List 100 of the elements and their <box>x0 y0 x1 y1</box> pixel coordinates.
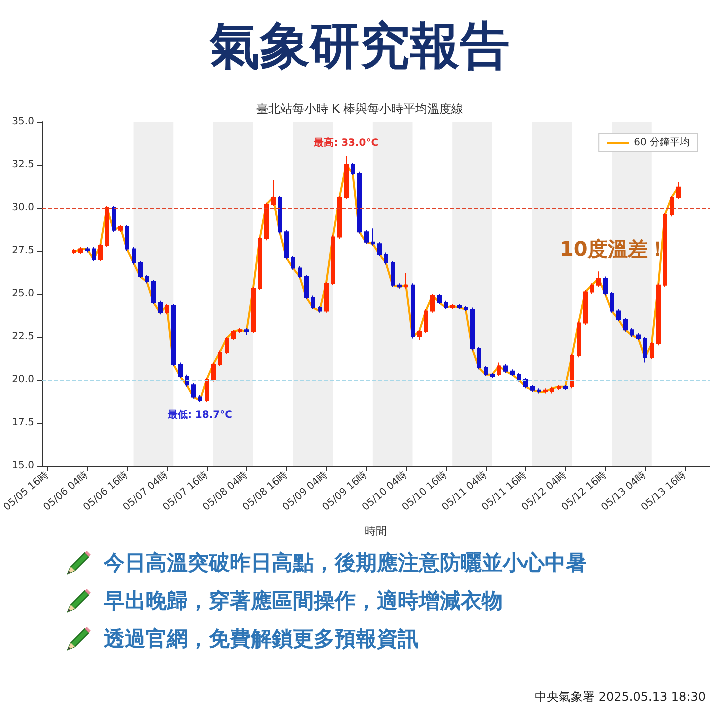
candlestick <box>563 384 568 391</box>
candlestick <box>477 346 481 370</box>
candlestick <box>557 384 561 391</box>
candlestick <box>577 321 581 358</box>
candlestick <box>596 271 601 288</box>
candlestick <box>583 290 588 326</box>
candlestick <box>158 300 163 316</box>
candlestick <box>523 378 528 390</box>
candlestick <box>537 388 541 394</box>
candlestick <box>112 206 116 233</box>
y-tick-label: 15.0 <box>12 460 34 472</box>
y-tick-label: 20.0 <box>12 374 34 386</box>
candlestick <box>364 230 369 245</box>
candlestick <box>165 304 169 316</box>
candlestick <box>218 350 222 367</box>
candlestick <box>457 304 462 310</box>
candlestick <box>324 281 329 314</box>
candlestick <box>676 182 681 200</box>
candlestick <box>530 384 535 393</box>
candlestick <box>311 295 315 310</box>
candlestick <box>610 292 614 314</box>
candlestick <box>430 294 435 314</box>
y-tick-label: 32.5 <box>12 160 34 170</box>
candlestick <box>616 308 621 322</box>
candlestick <box>344 156 349 200</box>
candlestick <box>138 260 143 280</box>
text: 今日高溫突破昨日高點，後期應注意防曬並小心中暑 <box>104 550 587 577</box>
legend-label: 60 分鐘平均 <box>634 136 690 148</box>
candlestick <box>291 256 295 270</box>
candlestick <box>503 364 508 374</box>
candlestick <box>550 386 554 394</box>
annotation: 10度溫差！ <box>560 236 668 263</box>
candlestick <box>72 248 76 255</box>
candlestick <box>125 224 129 252</box>
candlestick <box>450 304 455 310</box>
candlestick <box>417 330 422 341</box>
candlestick <box>490 372 495 379</box>
candlestick <box>404 272 408 290</box>
candlestick <box>225 336 229 355</box>
candlestick <box>630 328 634 338</box>
candlestick <box>284 230 289 260</box>
candlestick <box>231 330 236 341</box>
candlestick <box>424 308 428 334</box>
candlestick <box>464 306 468 312</box>
candlestick <box>118 224 123 233</box>
y-tick-label: 35.0 <box>12 116 34 128</box>
candlestick <box>105 206 109 248</box>
text: 中央氣象署 2025.05.13 18:30 <box>535 689 706 706</box>
chart-subtitle: 臺北站每小時 K 棒與每小時平均溫度線 <box>256 102 464 116</box>
candlestick <box>304 274 309 300</box>
candlestick <box>670 195 674 218</box>
candlestick <box>357 171 362 234</box>
candlestick <box>331 235 335 286</box>
candlestick <box>244 328 249 336</box>
candlestick <box>205 378 209 403</box>
y-tick-label: 25.0 <box>12 288 34 300</box>
candlestick <box>278 195 282 234</box>
candlestick <box>411 283 415 340</box>
candlestick <box>258 236 262 292</box>
candlestick <box>351 162 355 176</box>
candlestick <box>377 242 382 257</box>
candlestick <box>171 304 176 367</box>
candlestick <box>543 388 548 394</box>
candlestick <box>656 283 661 346</box>
annotation: 最高: 33.0°C <box>313 136 379 149</box>
candlestick <box>444 300 448 310</box>
candlestick <box>132 247 136 266</box>
candlestick <box>238 328 242 334</box>
candlestick <box>185 374 189 388</box>
candlestick <box>78 247 83 255</box>
candlestick <box>211 362 216 382</box>
candlestick <box>650 342 654 360</box>
candlestick <box>510 369 515 378</box>
candlestick <box>470 307 475 352</box>
candlestick <box>384 252 388 266</box>
y-tick-label: 27.5 <box>12 246 34 256</box>
chart-title: 氣象研究報告 <box>208 16 511 76</box>
candlestick <box>98 244 103 262</box>
candlestick <box>271 180 276 207</box>
candlestick <box>603 276 608 296</box>
candlestick <box>191 382 196 400</box>
candlestick <box>151 280 156 305</box>
candlestick <box>590 283 594 294</box>
candlestick <box>178 362 183 379</box>
text: 早出晚歸，穿著應區間操作，適時增減衣物 <box>104 588 503 615</box>
candlestick <box>397 283 402 290</box>
candlestick <box>643 336 647 364</box>
y-tick-label: 17.5 <box>12 418 34 428</box>
candlestick <box>371 228 375 246</box>
candlestick <box>636 333 641 341</box>
y-tick-label: 22.5 <box>12 332 34 342</box>
candlestick <box>251 286 256 334</box>
candlestick <box>337 195 342 240</box>
candlestick <box>663 212 667 288</box>
candlestick <box>198 394 202 403</box>
candlestick <box>484 366 488 378</box>
x-axis-title: 時間 <box>365 525 388 538</box>
candlestick <box>570 354 574 390</box>
candlestick <box>391 260 395 288</box>
y-tick-label: 30.0 <box>12 202 34 214</box>
